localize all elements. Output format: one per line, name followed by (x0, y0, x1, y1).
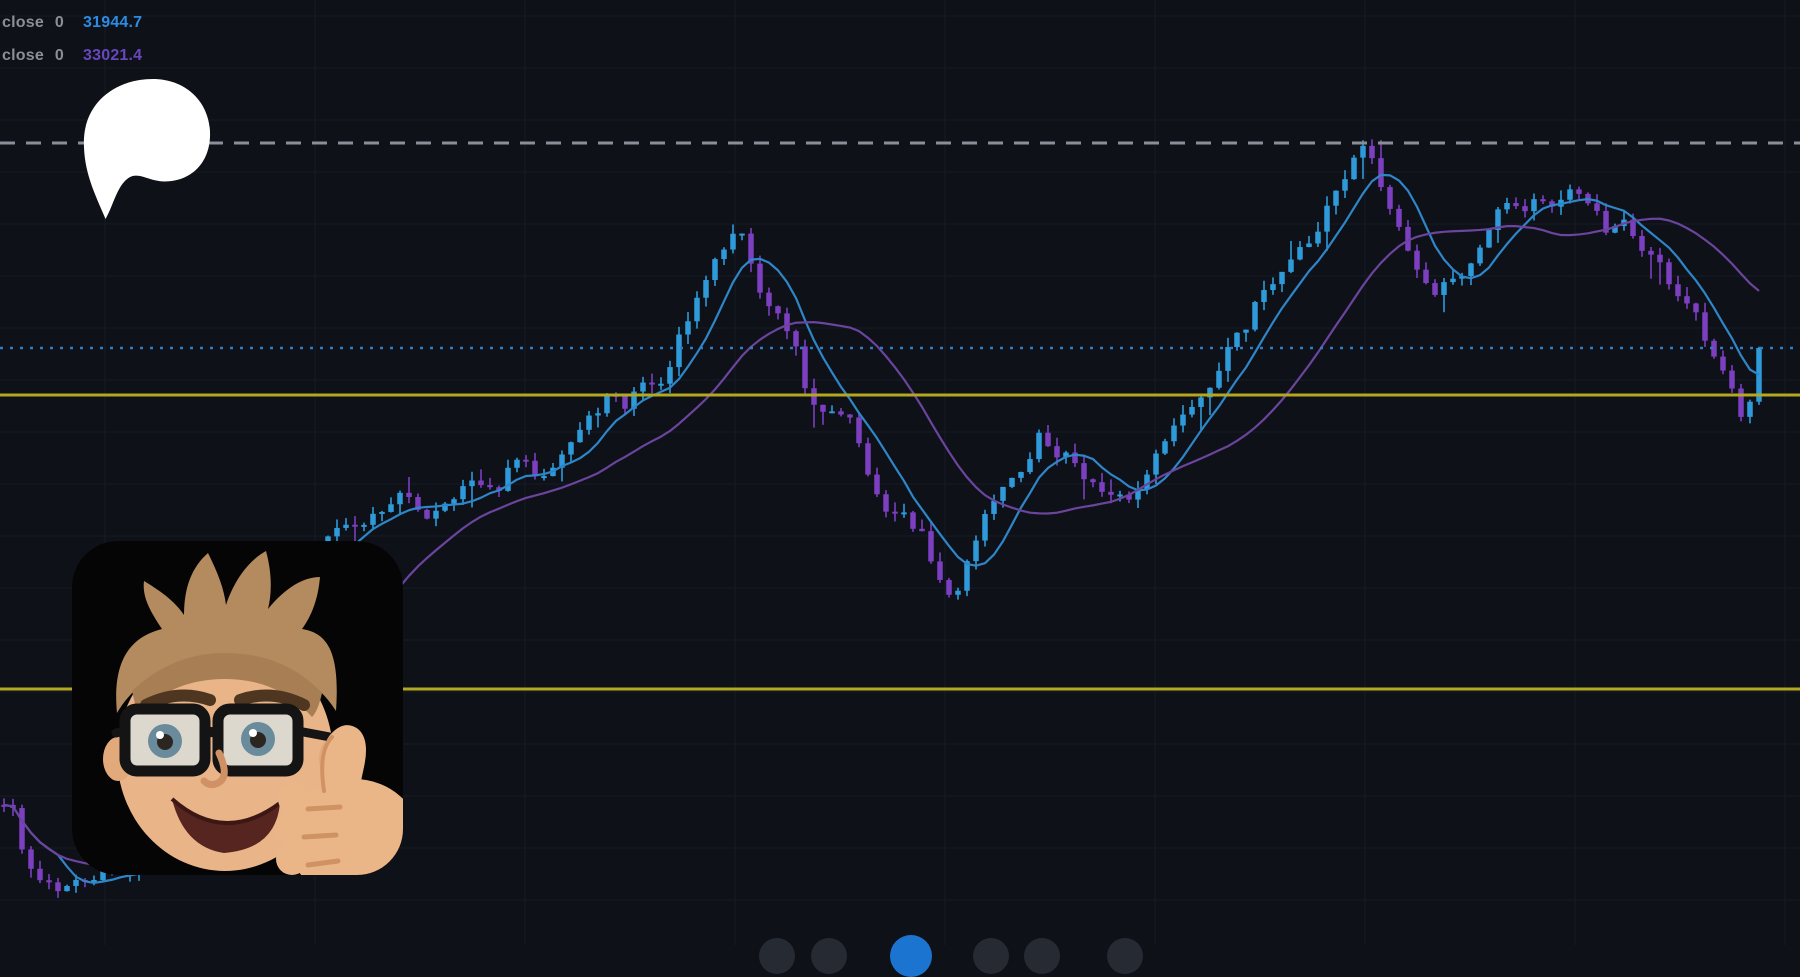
indicator-value: 33021.4 (83, 47, 143, 64)
page-dot[interactable] (973, 938, 1009, 974)
patreon-blob-sticker (83, 78, 211, 219)
indicator-row-fast[interactable]: close 0 31944.7 (2, 10, 142, 36)
page-dot-active[interactable] (890, 935, 932, 977)
page-dot[interactable] (1024, 938, 1060, 974)
avatar-nose (200, 749, 228, 789)
avatar-smile (170, 797, 282, 853)
indicator-row-slow[interactable]: close 0 33021.4 (2, 43, 142, 69)
candlestick-chart[interactable] (0, 0, 1800, 945)
indicator-name: close (2, 14, 44, 31)
indicator-offset: 0 (54, 47, 65, 64)
avatar-glasses (111, 703, 335, 777)
indicator-value: 31944.7 (83, 14, 143, 31)
page-dot[interactable] (811, 938, 847, 974)
memoji-avatar-sticker (72, 541, 403, 875)
indicator-offset: 0 (54, 14, 65, 31)
price-chart-svg[interactable] (0, 0, 1800, 945)
page-dot[interactable] (759, 938, 795, 974)
avatar-eyebrow-right (234, 689, 310, 711)
page-dot[interactable] (1107, 938, 1143, 974)
avatar-eyebrow-left (140, 689, 216, 711)
indicator-name: close (2, 47, 44, 64)
indicator-legend: close 0 31944.7 close 0 33021.4 (2, 10, 142, 76)
avatar-hair (116, 551, 337, 717)
avatar-thumbs-up-hand (274, 725, 403, 875)
